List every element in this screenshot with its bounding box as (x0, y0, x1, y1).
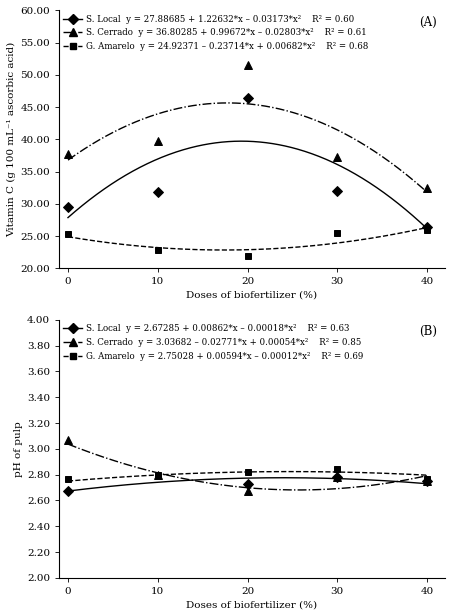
Legend: S. Local  y = 27.88685 + 1.22632*x – 0.03173*x²    R² = 0.60, S. Cerrado  y = 36: S. Local y = 27.88685 + 1.22632*x – 0.03… (61, 13, 369, 53)
Y-axis label: Vitamin C (g 100 mL⁻¹ ascorbic acid): Vitamin C (g 100 mL⁻¹ ascorbic acid) (7, 42, 16, 237)
X-axis label: Doses of biofertilizer (%): Doses of biofertilizer (%) (186, 600, 317, 609)
Text: (B): (B) (419, 325, 437, 338)
Legend: S. Local  y = 2.67285 + 0.00862*x – 0.00018*x²    R² = 0.63, S. Cerrado  y = 3.0: S. Local y = 2.67285 + 0.00862*x – 0.000… (61, 322, 364, 362)
Y-axis label: pH of pulp: pH of pulp (14, 421, 23, 477)
X-axis label: Doses of biofertilizer (%): Doses of biofertilizer (%) (186, 291, 317, 299)
Text: (A): (A) (419, 15, 437, 28)
